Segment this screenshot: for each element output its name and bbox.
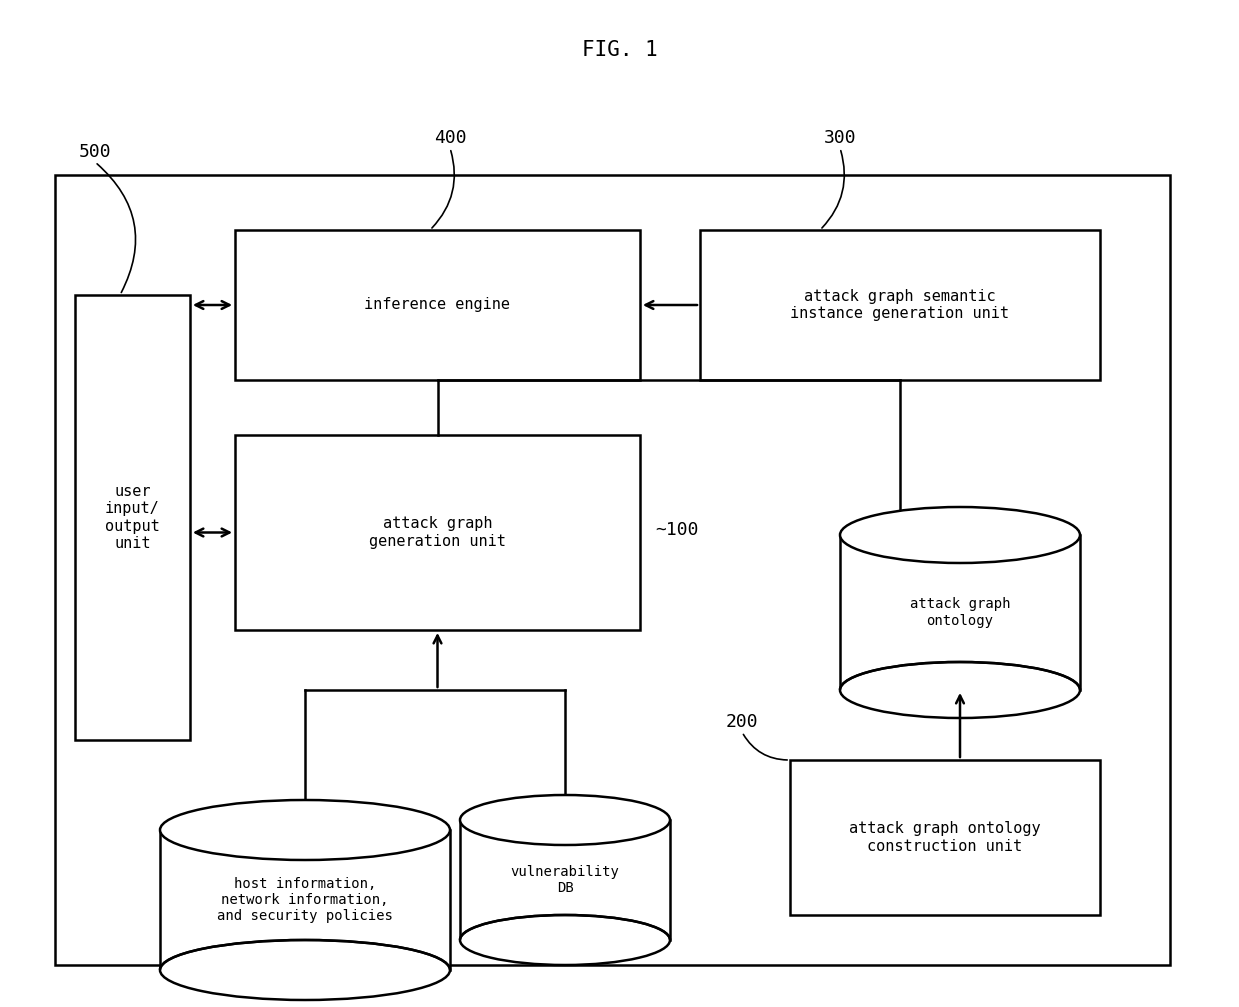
Text: 500: 500 <box>79 143 112 161</box>
Text: 200: 200 <box>726 713 758 731</box>
Ellipse shape <box>160 940 450 1000</box>
Text: 300: 300 <box>824 129 856 147</box>
Text: attack graph
ontology: attack graph ontology <box>909 597 1010 627</box>
Text: 400: 400 <box>434 129 466 147</box>
Bar <box>840 535 1080 690</box>
Text: attack graph semantic
instance generation unit: attack graph semantic instance generatio… <box>790 289 1010 321</box>
Bar <box>76 295 190 740</box>
Bar <box>460 820 670 940</box>
Ellipse shape <box>160 800 450 860</box>
Text: vulnerability
DB: vulnerability DB <box>510 865 620 895</box>
Ellipse shape <box>840 662 1080 718</box>
Text: host information,
network information,
and security policies: host information, network information, a… <box>217 877 393 923</box>
Bar <box>235 230 641 380</box>
Bar <box>790 760 1100 915</box>
Text: attack graph
generation unit: attack graph generation unit <box>369 517 506 549</box>
Text: FIG. 1: FIG. 1 <box>581 40 658 60</box>
Text: user
input/
output
unit: user input/ output unit <box>105 484 160 551</box>
Text: ~100: ~100 <box>655 521 699 539</box>
Ellipse shape <box>460 915 670 965</box>
Bar <box>700 230 1100 380</box>
Ellipse shape <box>840 507 1080 563</box>
Text: inference engine: inference engine <box>364 297 510 312</box>
Bar <box>235 435 641 630</box>
Ellipse shape <box>460 795 670 845</box>
Bar <box>160 830 450 970</box>
Text: attack graph ontology
construction unit: attack graph ontology construction unit <box>849 822 1041 854</box>
Bar <box>55 175 1170 965</box>
